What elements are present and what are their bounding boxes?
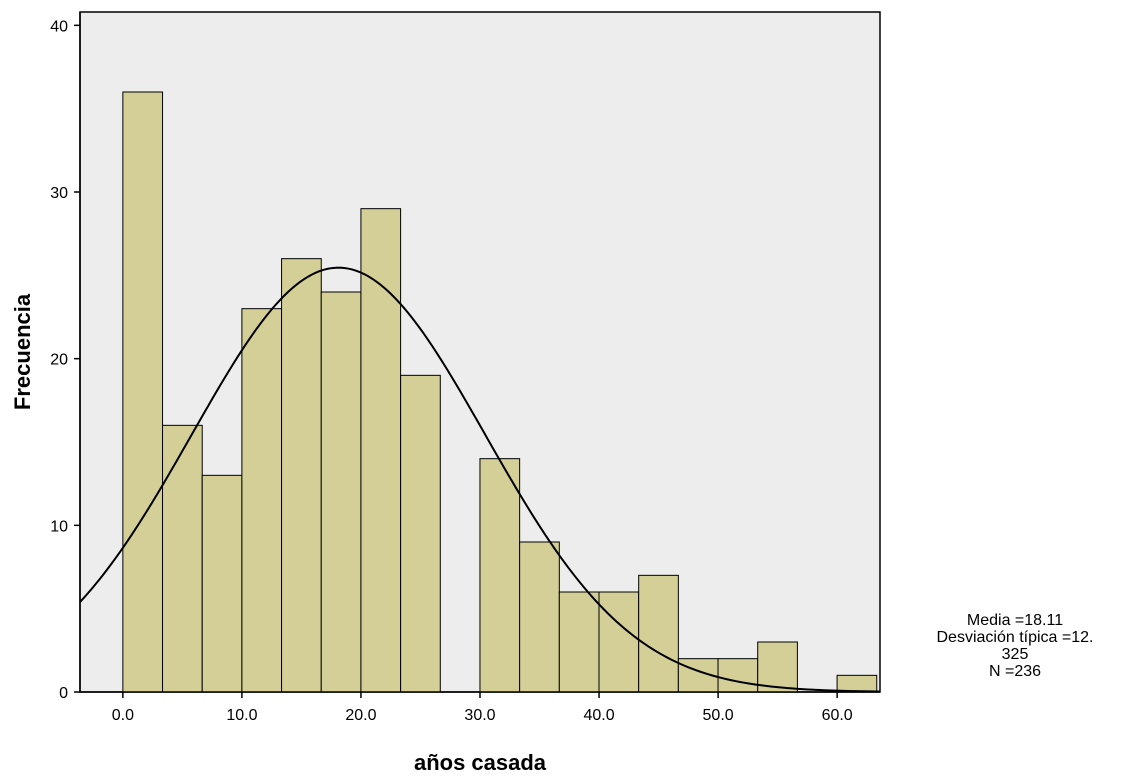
histogram-bar bbox=[836, 674, 878, 693]
histogram-bar bbox=[717, 658, 759, 693]
x-tick-label: 20.0 bbox=[345, 707, 376, 724]
histogram-bar bbox=[241, 308, 283, 693]
stats-sd: Desviación típica =12. bbox=[936, 629, 1094, 646]
histogram-bar bbox=[400, 374, 441, 693]
x-axis-title: años casada bbox=[414, 750, 547, 775]
histogram-bar bbox=[558, 591, 600, 693]
histogram-bar bbox=[479, 458, 521, 693]
histogram-bar bbox=[360, 208, 402, 693]
stats-sd-cont: 325 bbox=[1001, 646, 1029, 663]
stats-mean: Media =18.11 bbox=[966, 612, 1064, 629]
x-tick-label: 60.0 bbox=[822, 707, 853, 724]
y-tick-label: 0 bbox=[59, 685, 68, 702]
histogram-bar bbox=[320, 291, 362, 693]
histogram-bar bbox=[162, 424, 203, 693]
histogram-bar bbox=[757, 641, 798, 693]
histogram-bar bbox=[638, 574, 679, 693]
bars-group bbox=[122, 91, 878, 693]
histogram-bar bbox=[519, 541, 560, 693]
histogram-bar bbox=[598, 591, 640, 693]
x-tick-label: 30.0 bbox=[464, 707, 495, 724]
histogram-bar bbox=[201, 474, 243, 693]
x-tick-label: 50.0 bbox=[703, 707, 734, 724]
stats-box: Media =18.11 Desviación típica =12. 325 … bbox=[900, 612, 1130, 680]
y-axis-title: Frecuencia bbox=[10, 293, 35, 410]
stats-n: N =236 bbox=[988, 663, 1042, 680]
x-tick-label: 10.0 bbox=[226, 707, 257, 724]
y-tick-label: 20 bbox=[50, 352, 68, 369]
y-tick-label: 40 bbox=[50, 18, 68, 35]
y-tick-label: 10 bbox=[50, 518, 68, 535]
y-tick-label: 30 bbox=[50, 185, 68, 202]
x-tick-label: 40.0 bbox=[583, 707, 614, 724]
x-tick-label: 0.0 bbox=[112, 707, 134, 724]
normal-curve bbox=[79, 266, 881, 693]
histogram-bar bbox=[122, 91, 164, 693]
y-ticks: 0 10 20 30 40 bbox=[50, 18, 80, 702]
x-ticks: 0.0 10.0 20.0 30.0 40.0 50.0 60.0 bbox=[112, 692, 853, 724]
histogram-bar bbox=[281, 258, 322, 693]
